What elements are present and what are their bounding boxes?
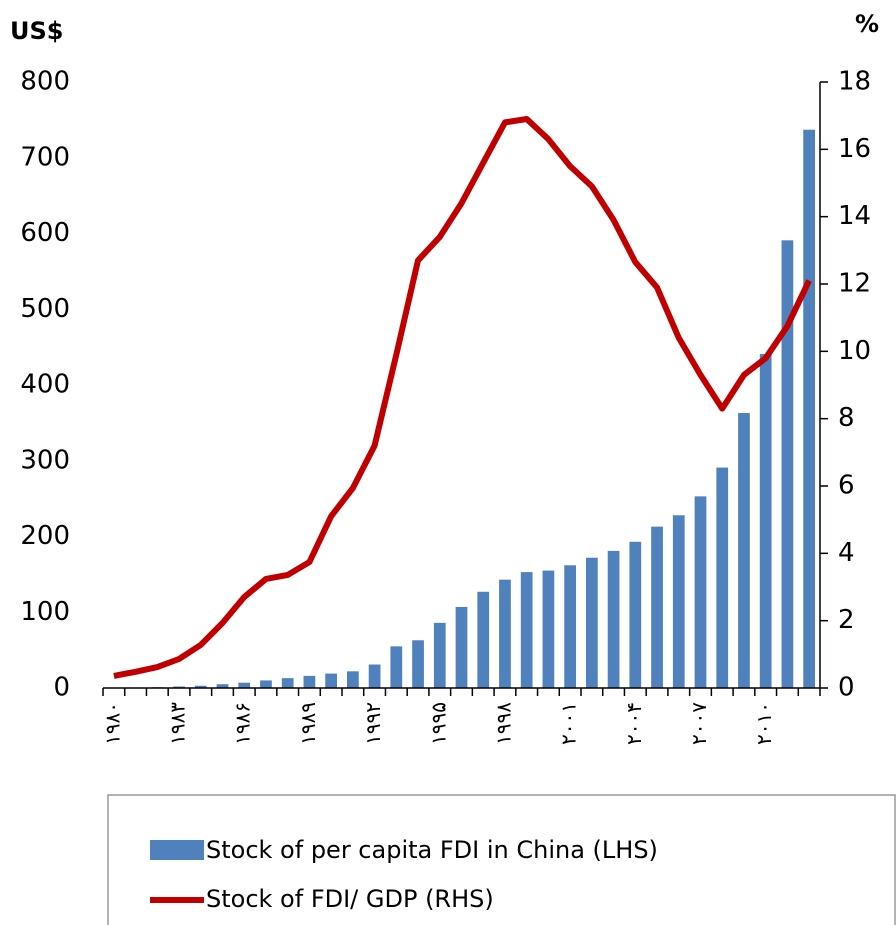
y-tick-label: 0 — [53, 673, 70, 703]
y2-tick-label: 18 — [838, 67, 871, 97]
bar — [216, 684, 229, 688]
bar — [477, 591, 490, 688]
bar — [629, 541, 642, 688]
bar — [194, 685, 207, 688]
bar — [651, 526, 663, 688]
bar — [433, 622, 446, 688]
bar — [694, 496, 707, 688]
y-axis-title: US$ — [10, 17, 63, 45]
bar — [499, 579, 511, 688]
y2-tick-label: 2 — [838, 605, 855, 635]
legend-label: Stock of per capita FDI in China (LHS) — [206, 836, 658, 864]
bar — [173, 686, 185, 688]
y-tick-label: 700 — [20, 142, 70, 172]
legend-box — [107, 794, 896, 925]
bar — [585, 557, 598, 688]
bar — [738, 413, 750, 688]
y2-axis-title: % — [855, 10, 879, 38]
x-tick-label: ۱۹۹۲ — [361, 702, 385, 745]
bar — [455, 606, 468, 688]
bar — [564, 565, 577, 688]
y2-tick-label: 6 — [838, 471, 855, 501]
x-tick-label: ۱۹۸۳ — [166, 702, 190, 745]
legend-label: Stock of FDI/ GDP (RHS) — [206, 885, 494, 913]
x-tick-label: ۱۹۹۸ — [491, 702, 515, 745]
bar — [238, 682, 251, 688]
x-tick-label: ۲۰۰۷ — [687, 702, 711, 745]
y2-tick-label: 8 — [838, 403, 855, 433]
bar — [368, 664, 381, 688]
bar — [520, 572, 533, 688]
bar — [781, 240, 794, 688]
line — [113, 116, 812, 679]
bar — [803, 129, 816, 688]
y2-tick-label: 10 — [838, 336, 871, 366]
x-tick-label: ۲۰۰۴ — [622, 702, 646, 745]
y2-tick-label: 12 — [838, 269, 871, 299]
x-tick-label: ۲۰۰۱ — [557, 702, 581, 745]
x-tick-label: ۱۹۸۹ — [296, 702, 320, 745]
y-tick-label: 200 — [20, 521, 70, 551]
bar — [390, 646, 403, 688]
y-tick-label: 600 — [20, 218, 70, 248]
x-tick-label: ۱۹۸۰ — [100, 702, 124, 745]
x-tick-label: ۱۹۸۶ — [231, 702, 255, 745]
bar — [759, 353, 772, 688]
bar — [260, 680, 272, 688]
bar — [303, 675, 316, 688]
y-tick-label: 400 — [20, 370, 70, 400]
y-tick-label: 500 — [20, 294, 70, 324]
y2-tick-label: 14 — [838, 201, 871, 231]
legend-swatch — [150, 840, 204, 860]
y2-tick-label: 16 — [838, 134, 871, 164]
bar — [607, 550, 620, 688]
bar — [716, 467, 729, 688]
bar — [346, 671, 359, 688]
bar — [542, 570, 555, 688]
y-tick-label: 300 — [20, 445, 70, 475]
x-tick-label: ۲۰۱۰ — [752, 702, 776, 745]
y-tick-label: 100 — [20, 597, 70, 627]
bar — [325, 673, 338, 688]
bar — [672, 515, 685, 688]
y2-tick-label: 4 — [838, 538, 855, 568]
x-tick-label: ۱۹۹۵ — [426, 702, 450, 745]
bar — [281, 678, 294, 688]
y2-tick-label: 0 — [838, 673, 855, 703]
bar — [412, 640, 424, 688]
y-tick-label: 800 — [20, 67, 70, 97]
